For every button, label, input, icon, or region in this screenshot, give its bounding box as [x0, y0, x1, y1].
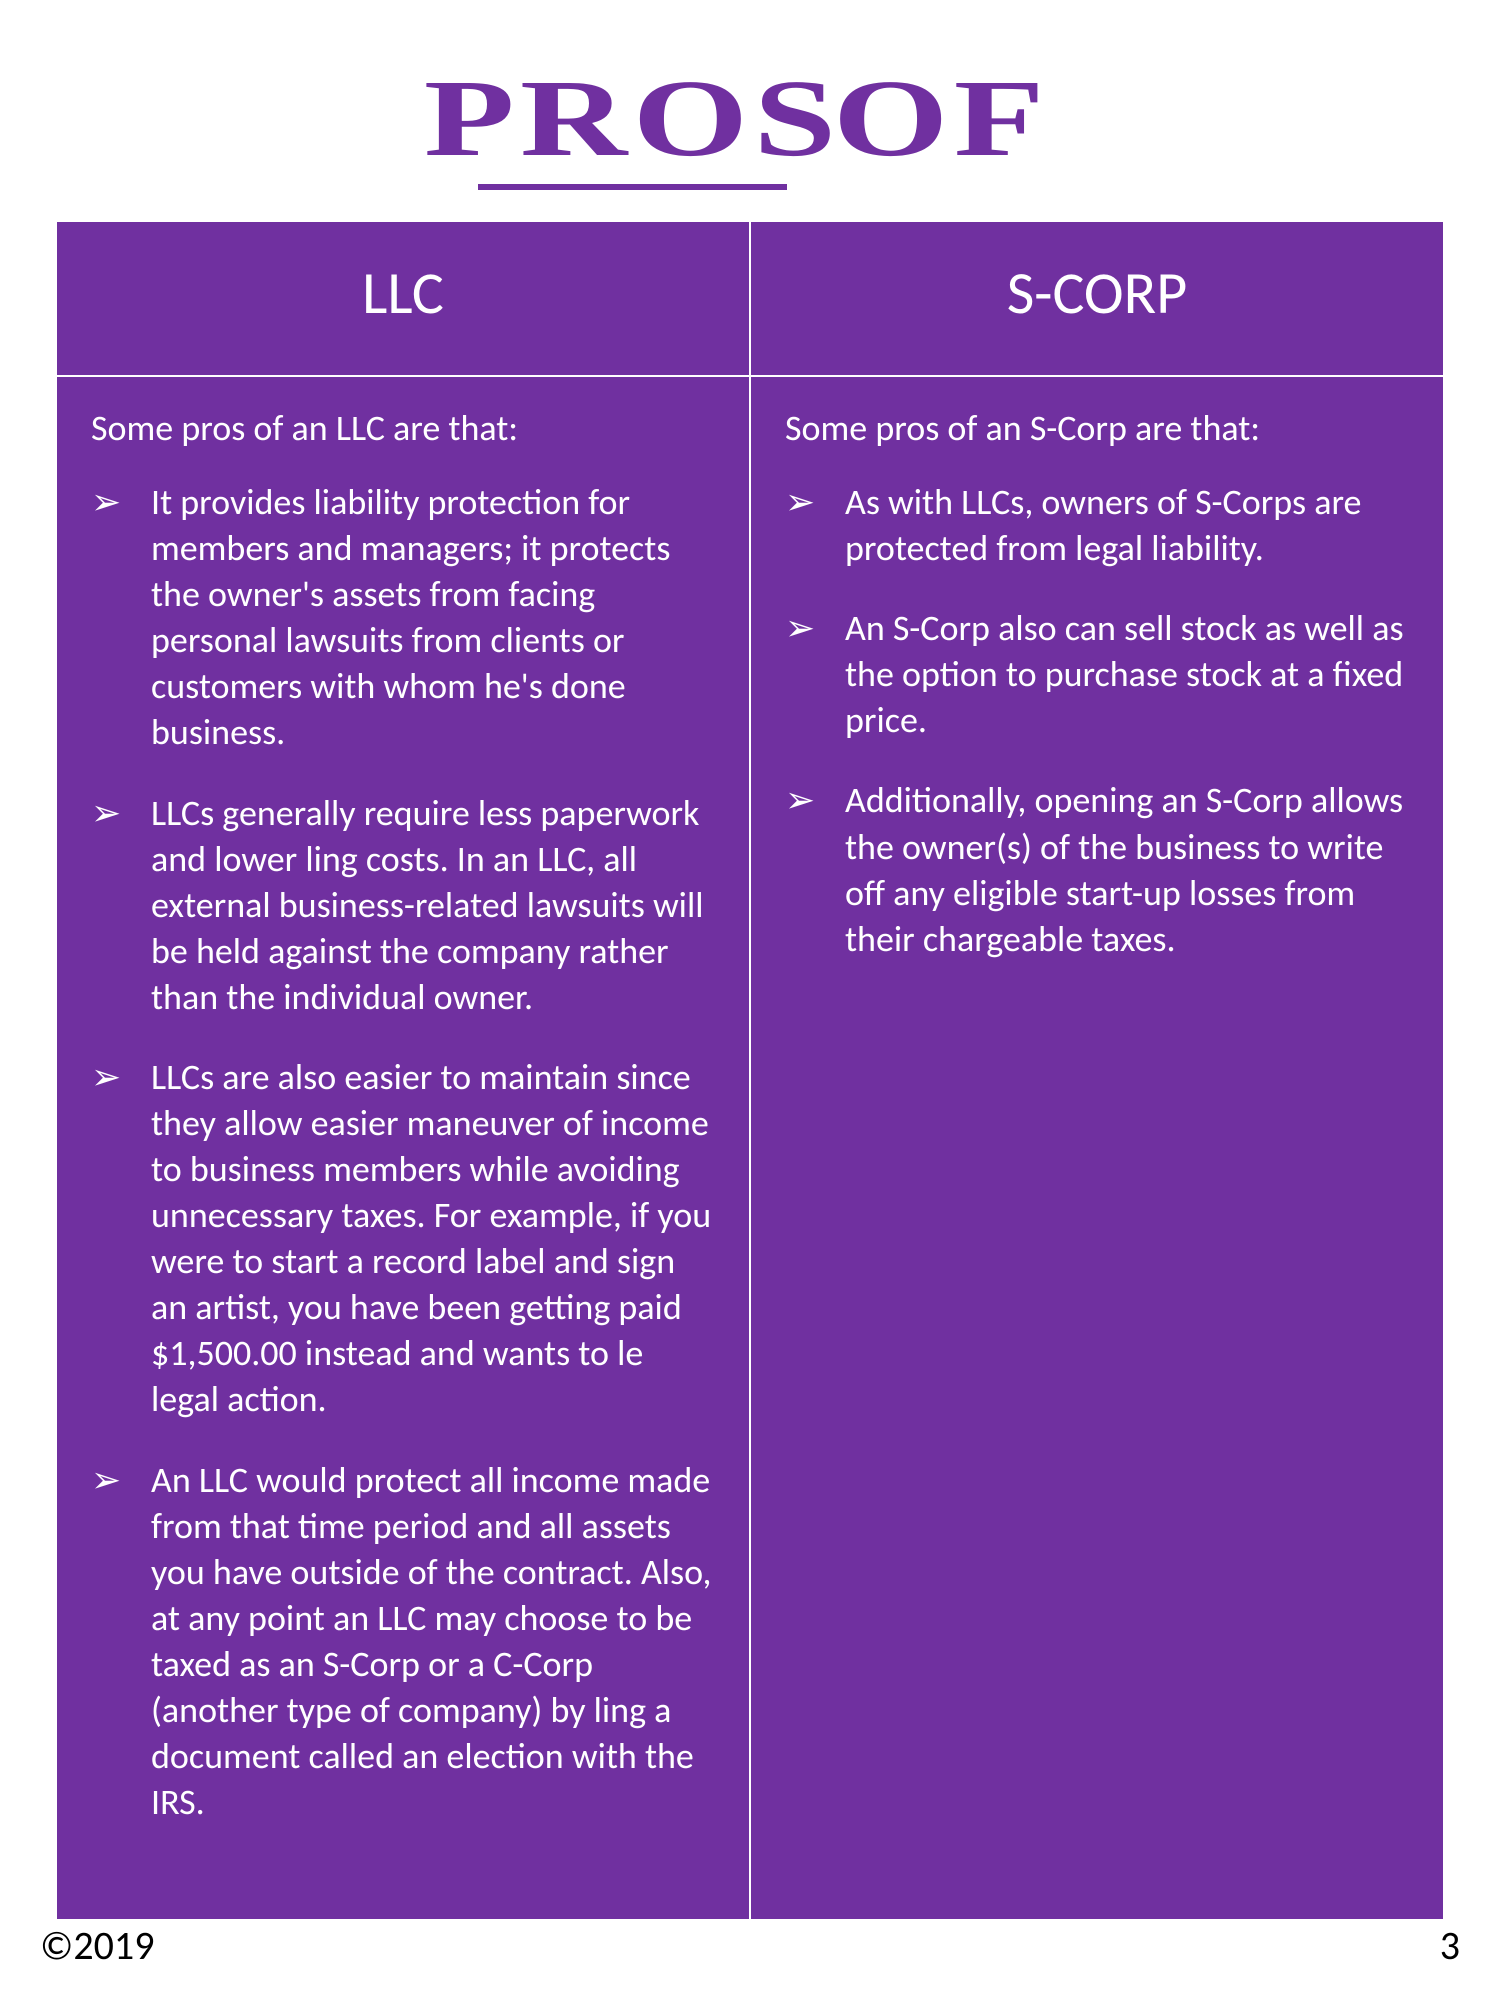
list-item: An LLC would protect all income made fro…: [91, 1457, 715, 1826]
list-item: An S-Corp also can sell stock as well as…: [785, 605, 1409, 743]
list-item: As with LLCs, owners of S-Corps are prot…: [785, 479, 1409, 571]
copyright-text: ©2019: [40, 1921, 154, 1970]
llc-bullet-list: It provides liability protection for mem…: [91, 479, 715, 1825]
title-underline: PROS: [478, 55, 787, 190]
table-body-row: Some pros of an LLC are that: It provide…: [56, 376, 1444, 1920]
comparison-table: LLC S-CORP Some pros of an LLC are that:…: [55, 220, 1445, 1921]
title-word-1: PROS: [424, 55, 842, 182]
column-header-llc: LLC: [56, 221, 750, 376]
list-item: LLCs are also easier to maintain since t…: [91, 1054, 715, 1423]
page-title-block: PROS OF: [0, 0, 1500, 190]
list-item: LLCs generally require less paperwork an…: [91, 790, 715, 1020]
column-header-scorp: S-CORP: [750, 221, 1444, 376]
llc-intro: Some pros of an LLC are that:: [91, 405, 715, 451]
comparison-table-wrapper: LLC S-CORP Some pros of an LLC are that:…: [55, 220, 1445, 1921]
page-footer: ©2019 3: [40, 1921, 1460, 1970]
table-header-row: LLC S-CORP: [56, 221, 1444, 376]
page-number: 3: [1440, 1921, 1460, 1970]
scorp-intro: Some pros of an S-Corp are that:: [785, 405, 1409, 451]
list-item: Additionally, opening an S-Corp allows t…: [785, 777, 1409, 961]
llc-cell: Some pros of an LLC are that: It provide…: [56, 376, 750, 1920]
title-word-2: OF: [833, 55, 1050, 182]
scorp-bullet-list: As with LLCs, owners of S-Corps are prot…: [785, 479, 1409, 962]
list-item: It provides liability protection for mem…: [91, 479, 715, 755]
scorp-cell: Some pros of an S-Corp are that: As with…: [750, 376, 1444, 1920]
